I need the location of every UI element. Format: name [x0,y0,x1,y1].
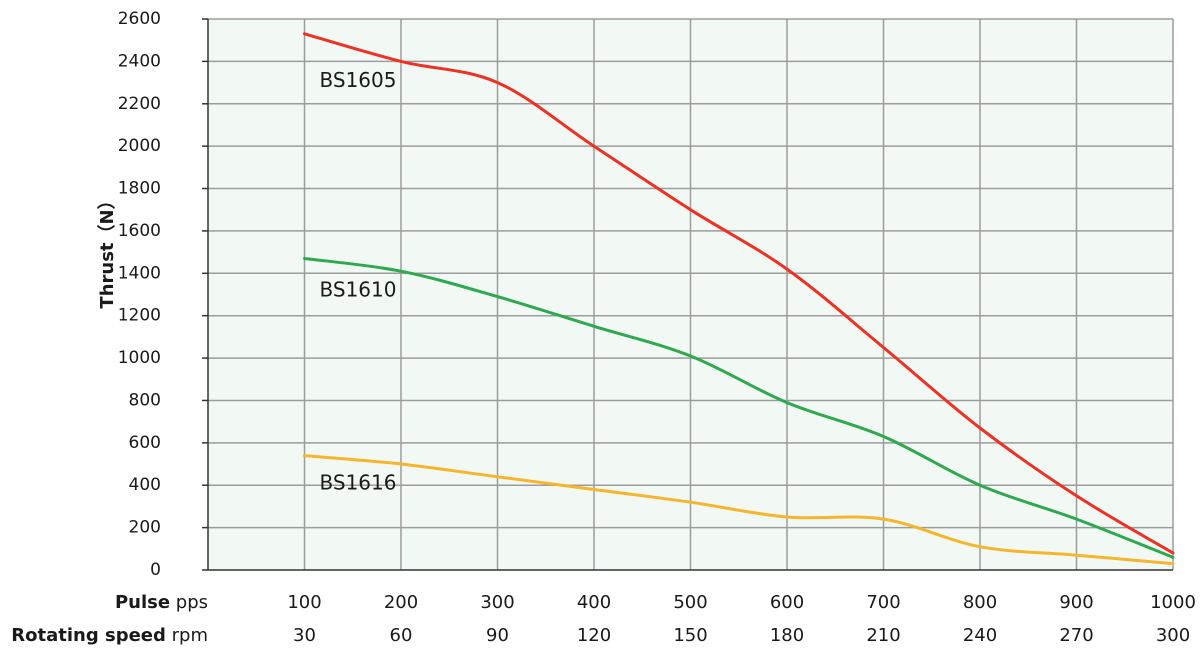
y-tick-label: 600 [129,433,161,453]
series-labels: BS1605 BS1610 BS1616 [320,68,397,495]
x-tick-label: 270 [1059,625,1093,646]
y-tick-label: 0 [150,560,161,580]
x-tick-label: 90 [486,625,509,646]
x-row-label-name: Pulse [115,592,170,613]
x-tick-label: 240 [963,625,997,646]
y-tick-label: 2600 [118,9,161,29]
x-tick-label: 60 [390,625,413,646]
axes [202,18,1173,571]
y-tick-label: 1800 [118,179,161,199]
x-tick-label: 600 [770,592,804,613]
y-tick-label: 2400 [118,51,161,71]
x-row-label: Rotating speed rpm [11,625,208,646]
x-tick-label: 1000 [1150,592,1196,613]
y-tick-label: 400 [129,475,161,495]
x-row-label: Pulse pps [115,592,208,613]
y-tick-label: 2000 [118,136,161,156]
x-row-label-unit: rpm [166,625,208,646]
x-tick-label: 200 [384,592,418,613]
series-line-bs1610 [303,257,1175,559]
series-lines [303,32,1175,566]
x-tick-label: 300 [480,592,514,613]
grid [208,18,1174,570]
series-label-bs1605: BS1605 [320,68,397,92]
y-tick-label: 1200 [118,306,161,326]
series-label-bs1610: BS1610 [320,278,397,302]
x-tick-label: 400 [577,592,611,613]
y-tick-label: 1000 [118,348,161,368]
y-tick-label: 1400 [118,263,161,283]
x-tick-label: 500 [673,592,707,613]
y-tick-labels: 0 200 400 600 800 1000 1200 1400 1600 1800 2000 220… [118,9,161,580]
y-tick-label: 2200 [118,94,161,114]
y-axis-label: Thrust（N） [97,191,118,308]
x-tick-label: 100 [287,592,321,613]
series-line-bs1616 [303,454,1175,566]
y-tick-label: 800 [129,390,161,410]
x-tick-label: 300 [1156,625,1190,646]
x-tick-label: 120 [577,625,611,646]
x-tick-labels: 100 200 300 400 500 600 700 800 900 1000 30 60 90 120… [287,592,1196,646]
x-tick-label: 150 [673,625,707,646]
x-tick-label: 30 [293,625,316,646]
y-tick-label: 1600 [118,221,161,241]
series-line-bs1605 [303,32,1175,555]
x-tick-label: 210 [866,625,900,646]
series-label-bs1616: BS1616 [320,471,397,495]
x-tick-label: 700 [866,592,900,613]
x-row-label-unit: pps [170,592,208,613]
x-tick-label: 800 [963,592,997,613]
x-tick-label: 900 [1059,592,1093,613]
x-row-label-name: Rotating speed [11,625,166,646]
y-tick-label: 200 [129,518,161,538]
x-tick-label: 180 [770,625,804,646]
